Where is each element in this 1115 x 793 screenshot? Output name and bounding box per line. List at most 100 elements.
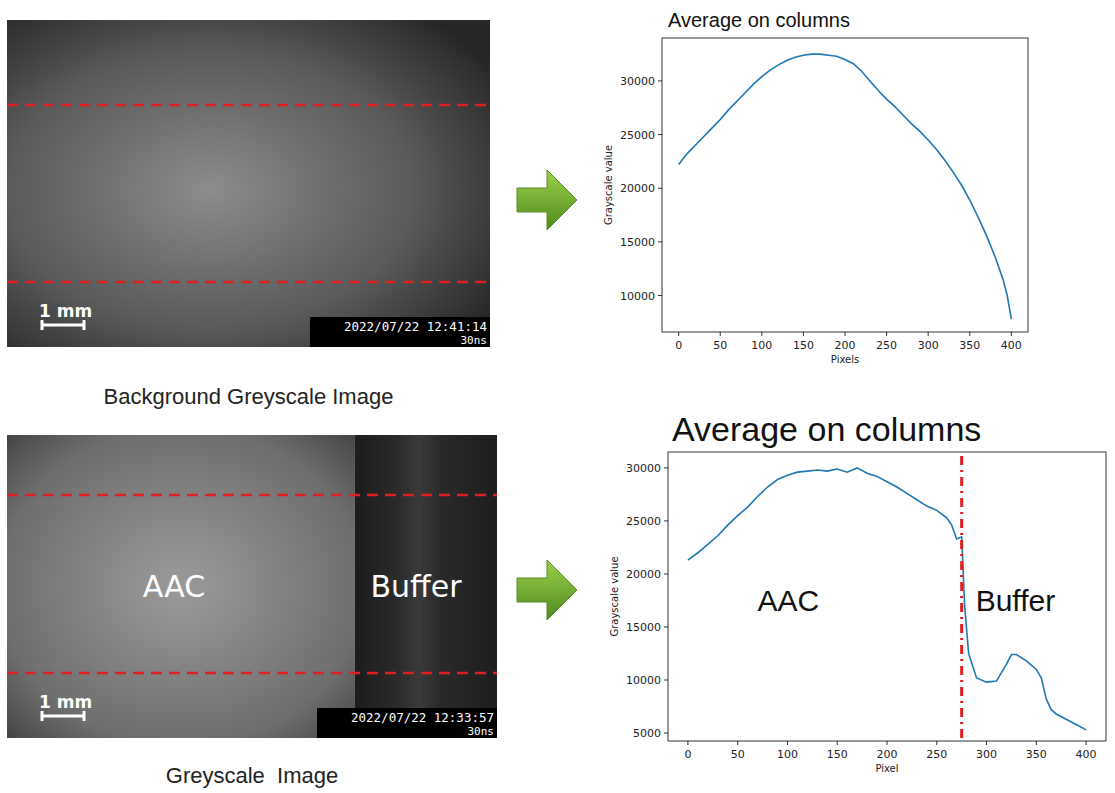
y-tick-label: 25000: [626, 515, 661, 528]
x-tick-label: 0: [675, 339, 682, 352]
x-tick-label: 400: [1001, 339, 1022, 352]
scale-bar: [42, 711, 84, 721]
x-tick: [1011, 332, 1012, 336]
y-tick-label: 10000: [626, 674, 661, 687]
chart-title: Average on columns: [668, 9, 850, 31]
y-tick-label: 15000: [626, 621, 661, 634]
y-tick-label: 30000: [620, 75, 655, 88]
greyscale-image: AAC Buffer 1 mm 2022/07/22 12:33:5730ns: [7, 435, 497, 738]
x-tick: [787, 741, 788, 745]
x-tick-label: 200: [835, 339, 856, 352]
y-tick: [658, 134, 662, 135]
chart: Average on columns 0 50 100 150 200 250 300 350 4…: [603, 9, 1028, 365]
plot-frame: [662, 38, 1028, 332]
y-axis-title: Grayscale value: [603, 145, 614, 225]
x-tick: [720, 332, 721, 336]
x-tick: [969, 332, 970, 336]
x-tick-label: 200: [877, 748, 898, 761]
aac-region: [7, 435, 355, 738]
image-caption: Greyscale Image: [166, 763, 338, 788]
x-tick: [845, 332, 846, 336]
background-region: [7, 20, 490, 347]
roi-line: [7, 672, 497, 675]
arrow: [517, 560, 577, 620]
x-tick: [928, 332, 929, 336]
boundary-line: [960, 456, 963, 739]
x-tick-label: 50: [731, 748, 745, 761]
x-tick: [936, 741, 937, 745]
x-tick-label: 300: [918, 339, 939, 352]
x-tick-label: 150: [827, 748, 848, 761]
y-tick: [664, 573, 668, 574]
y-tick-label: 5000: [633, 727, 661, 740]
timestamp-box: [317, 708, 497, 738]
x-tick-label: 250: [926, 748, 947, 761]
y-tick: [658, 295, 662, 296]
x-tick-label: 350: [959, 339, 980, 352]
x-tick-label: 300: [976, 748, 997, 761]
annotation: AAC: [758, 584, 820, 617]
chart-title: Average on columns: [672, 410, 981, 448]
x-tick: [1086, 741, 1087, 745]
x-tick-label: 100: [751, 339, 772, 352]
x-tick: [1036, 741, 1037, 745]
x-tick: [803, 332, 804, 336]
timestamp: 2022/07/22 12:33:57: [351, 710, 494, 725]
y-tick: [664, 520, 668, 521]
x-tick-label: 100: [777, 748, 798, 761]
y-tick-label: 15000: [620, 236, 655, 249]
data-line: [688, 468, 1086, 730]
x-tick: [986, 741, 987, 745]
x-tick-label: 250: [876, 339, 897, 352]
y-axis-title: Grayscale value: [609, 556, 620, 636]
region-label: Buffer: [370, 569, 462, 604]
y-tick-label: 20000: [626, 568, 661, 581]
timestamp-box: [310, 317, 490, 347]
buffer-region: [355, 435, 497, 738]
x-tick: [886, 332, 887, 336]
figure: 1 mm2022/07/22 12:41:1430nsBackground Gr…: [0, 0, 1115, 793]
y-tick: [658, 241, 662, 242]
arrow: [517, 170, 577, 230]
x-tick-label: 50: [713, 339, 727, 352]
x-tick-label: 400: [1076, 748, 1097, 761]
roi-line: [7, 104, 490, 107]
exposure: 30ns: [461, 334, 488, 347]
x-tick: [837, 741, 838, 745]
chart: Average on columns 0 50 100 150 200 250 300 350 4…: [609, 410, 1106, 774]
y-tick: [658, 188, 662, 189]
x-axis-title: Pixels: [831, 354, 859, 365]
x-tick-label: 150: [793, 339, 814, 352]
y-tick-label: 30000: [626, 462, 661, 475]
scale-bar-label: 1 mm: [39, 692, 92, 712]
x-tick: [678, 332, 679, 336]
plot-frame: [668, 452, 1106, 741]
x-tick-label: 0: [684, 748, 691, 761]
y-tick: [658, 80, 662, 81]
greyscale-image: 1 mm 2022/07/22 12:41:1430ns: [7, 20, 490, 347]
x-tick: [887, 741, 888, 745]
y-tick-label: 20000: [620, 182, 655, 195]
y-tick-label: 10000: [620, 290, 655, 303]
x-tick: [737, 741, 738, 745]
scale-bar: [42, 320, 84, 330]
x-tick: [761, 332, 762, 336]
annotation: Buffer: [976, 584, 1056, 617]
roi-line: [7, 494, 497, 497]
y-tick: [664, 626, 668, 627]
y-tick: [664, 467, 668, 468]
plot-area: [679, 54, 1012, 319]
x-tick: [687, 741, 688, 745]
x-tick-label: 350: [1026, 748, 1047, 761]
x-axis-title: Pixel: [875, 763, 898, 774]
plot-area: [688, 456, 1086, 739]
image-caption: Background Greyscale Image: [104, 384, 394, 409]
scale-bar-label: 1 mm: [39, 301, 92, 321]
timestamp: 2022/07/22 12:41:14: [344, 319, 487, 334]
y-tick: [664, 680, 668, 681]
y-tick-label: 25000: [620, 129, 655, 142]
y-tick: [664, 733, 668, 734]
roi-line: [7, 281, 490, 284]
exposure: 30ns: [468, 725, 495, 738]
region-label: AAC: [143, 569, 205, 604]
